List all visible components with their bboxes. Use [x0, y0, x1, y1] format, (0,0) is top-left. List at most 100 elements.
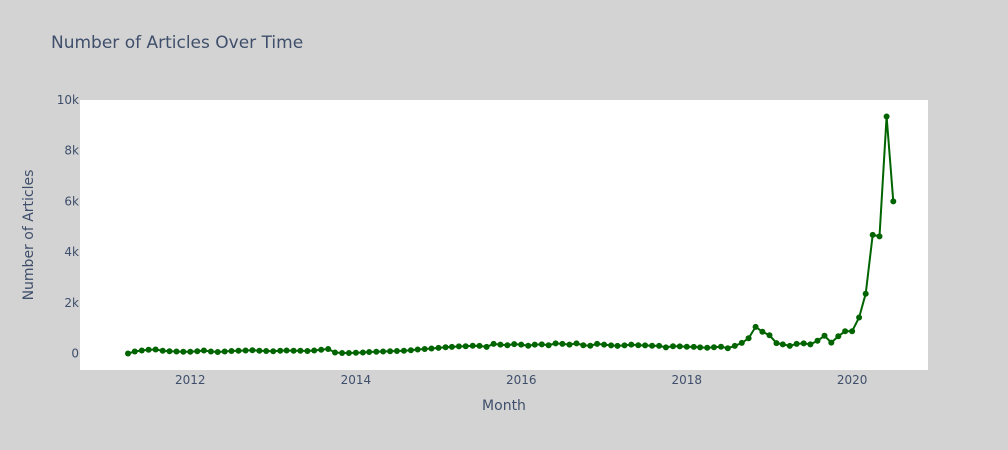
data-point[interactable] [869, 231, 876, 238]
data-point[interactable] [421, 346, 428, 352]
data-point[interactable] [290, 347, 297, 354]
data-point[interactable] [635, 342, 642, 349]
data-point[interactable] [145, 346, 152, 353]
data-point[interactable] [297, 347, 304, 354]
data-point[interactable] [125, 350, 131, 357]
data-point[interactable] [345, 350, 352, 356]
data-point[interactable] [200, 347, 207, 354]
data-point[interactable] [711, 344, 717, 351]
data-point[interactable] [800, 340, 807, 347]
data-point[interactable] [214, 349, 221, 355]
data-point[interactable] [594, 340, 601, 347]
data-point[interactable] [263, 348, 270, 354]
data-point[interactable] [552, 340, 559, 347]
data-point[interactable] [525, 342, 532, 349]
data-point[interactable] [662, 344, 669, 351]
data-point[interactable] [690, 343, 697, 350]
data-point[interactable] [724, 345, 731, 352]
data-point[interactable] [497, 341, 504, 348]
data-point[interactable] [649, 342, 656, 349]
data-point[interactable] [890, 198, 897, 205]
data-point[interactable] [455, 343, 462, 350]
data-point[interactable] [393, 348, 400, 354]
data-point[interactable] [318, 346, 325, 353]
data-point[interactable] [621, 342, 628, 349]
data-point[interactable] [573, 340, 580, 347]
data-point[interactable] [779, 341, 786, 348]
data-point[interactable] [628, 341, 635, 348]
data-point[interactable] [676, 343, 683, 350]
data-point[interactable] [380, 348, 387, 355]
data-point[interactable] [221, 348, 228, 355]
data-point[interactable] [773, 340, 780, 347]
data-point[interactable] [207, 348, 214, 355]
data-point[interactable] [531, 341, 538, 348]
data-point[interactable] [883, 113, 890, 120]
data-point[interactable] [856, 314, 863, 321]
data-point[interactable] [373, 348, 380, 355]
data-point[interactable] [339, 350, 346, 356]
data-point[interactable] [407, 347, 414, 354]
data-point[interactable] [469, 342, 476, 349]
data-point[interactable] [504, 342, 511, 349]
data-point[interactable] [228, 348, 235, 354]
data-point[interactable] [731, 342, 738, 349]
data-point[interactable] [442, 344, 449, 351]
data-point[interactable] [311, 347, 318, 354]
data-point[interactable] [683, 343, 690, 350]
data-point[interactable] [476, 342, 483, 349]
data-point[interactable] [483, 343, 490, 350]
data-point[interactable] [366, 349, 373, 355]
data-point[interactable] [807, 341, 814, 348]
data-point[interactable] [718, 343, 724, 350]
data-point[interactable] [559, 340, 566, 347]
data-point[interactable] [138, 347, 145, 354]
data-point[interactable] [821, 332, 828, 339]
data-point[interactable] [304, 348, 311, 354]
data-point[interactable] [249, 347, 256, 354]
data-point[interactable] [131, 348, 138, 355]
data-point[interactable] [614, 342, 621, 349]
data-point[interactable] [545, 342, 552, 349]
data-point[interactable] [842, 328, 849, 335]
data-point[interactable] [166, 348, 173, 355]
data-point[interactable] [759, 328, 766, 335]
data-point[interactable] [173, 348, 180, 355]
data-point[interactable] [283, 347, 290, 354]
data-point[interactable] [235, 347, 242, 354]
data-point[interactable] [448, 343, 455, 350]
data-point[interactable] [786, 342, 793, 349]
data-point[interactable] [835, 333, 842, 340]
data-point[interactable] [862, 290, 869, 297]
data-point[interactable] [387, 348, 394, 355]
data-point[interactable] [828, 339, 835, 346]
data-point[interactable] [270, 348, 277, 355]
data-point[interactable] [352, 349, 359, 356]
data-point[interactable] [566, 341, 573, 348]
data-point[interactable] [587, 342, 594, 349]
data-point[interactable] [704, 344, 711, 351]
data-point[interactable] [656, 342, 663, 349]
data-point[interactable] [435, 344, 442, 351]
data-point[interactable] [462, 343, 469, 350]
data-point[interactable] [159, 347, 166, 354]
data-point[interactable] [766, 332, 773, 339]
data-point[interactable] [738, 339, 745, 346]
data-point[interactable] [580, 342, 587, 349]
data-point[interactable] [242, 347, 249, 354]
data-point[interactable] [745, 335, 752, 342]
data-point[interactable] [187, 348, 194, 355]
data-point[interactable] [194, 348, 201, 355]
data-point[interactable] [180, 348, 187, 355]
data-point[interactable] [601, 341, 608, 348]
data-point[interactable] [428, 345, 435, 352]
data-point[interactable] [256, 347, 263, 354]
data-point[interactable] [876, 233, 883, 240]
data-point[interactable] [414, 346, 421, 353]
data-point[interactable] [490, 340, 497, 347]
data-point[interactable] [511, 341, 518, 348]
data-point[interactable] [752, 323, 759, 330]
data-point[interactable] [814, 337, 821, 344]
data-point[interactable] [697, 344, 704, 351]
data-point[interactable] [152, 346, 159, 353]
